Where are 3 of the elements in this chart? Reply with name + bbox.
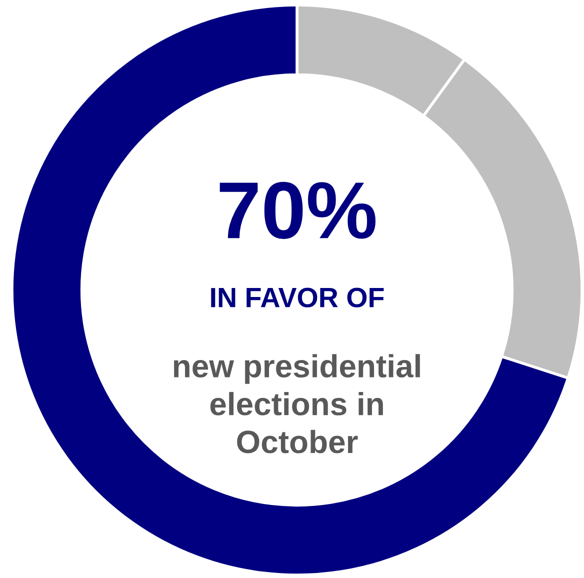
data-label: 70% [220,182,376,239]
text: new presidential elections in October [174,354,420,454]
text: IN FAVOR OF [211,288,384,308]
